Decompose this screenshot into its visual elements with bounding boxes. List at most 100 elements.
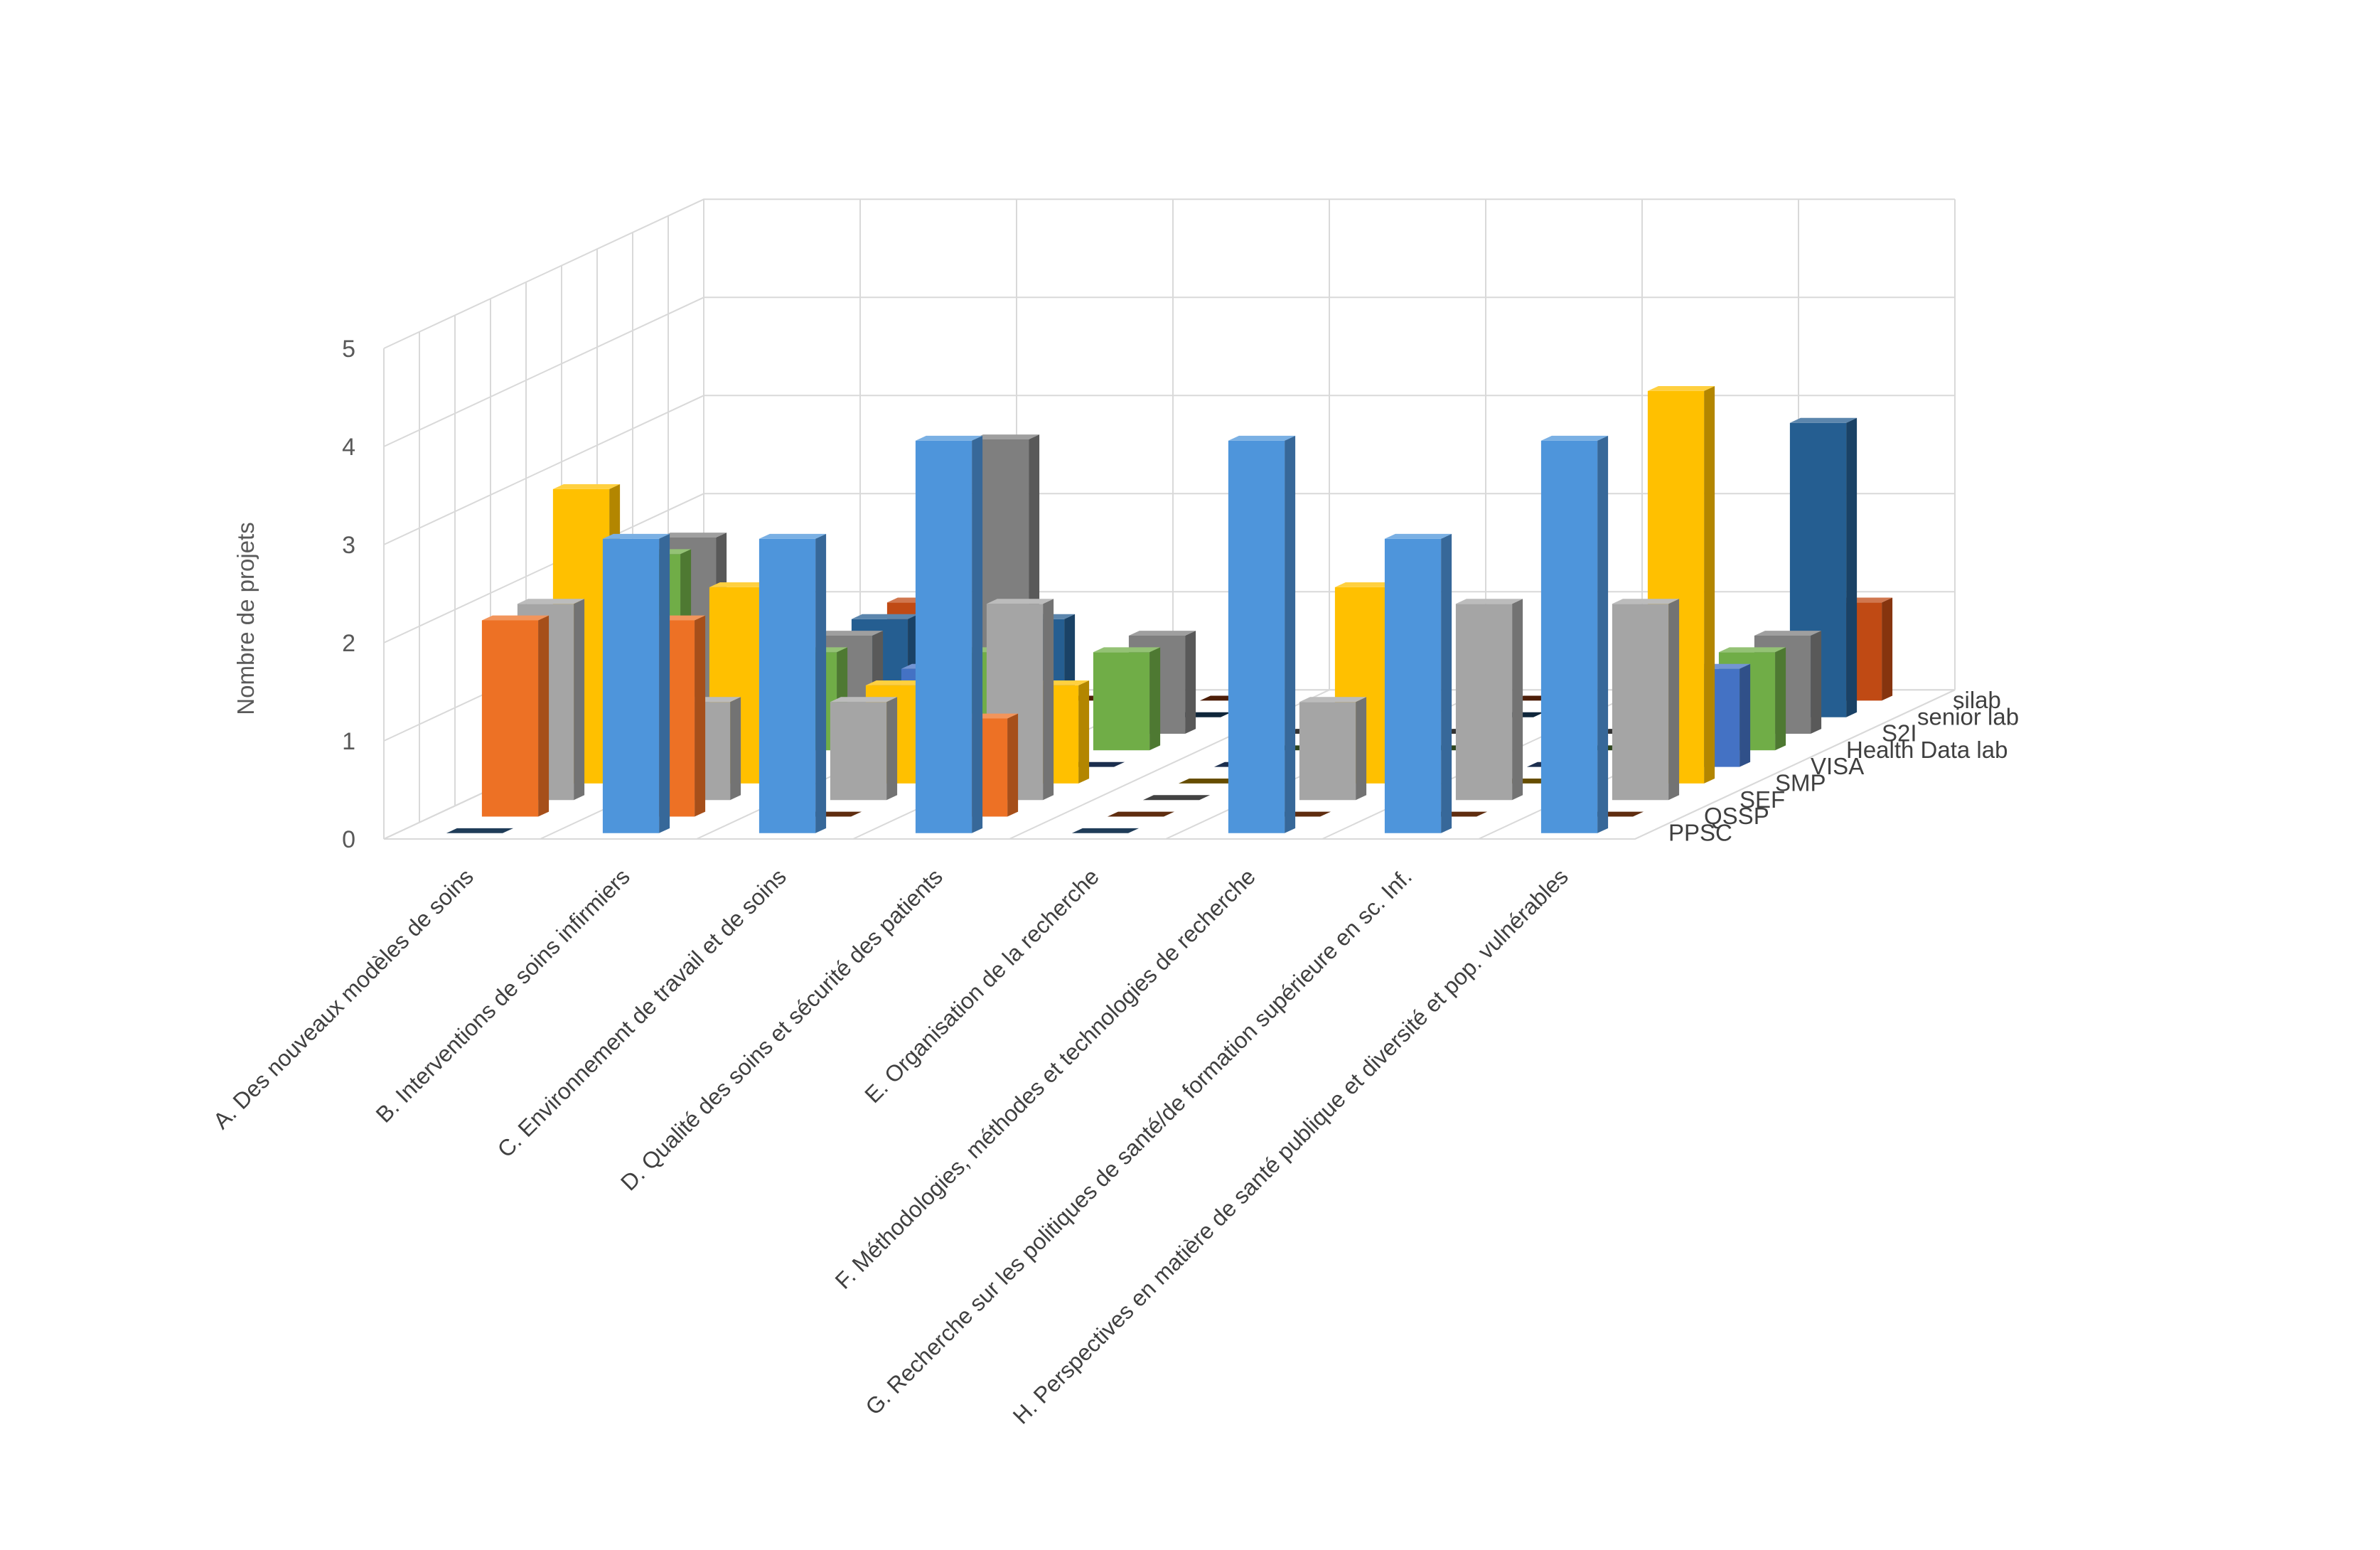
bar-top — [830, 697, 898, 702]
bar — [602, 533, 670, 833]
category-label: B. Interventions de soins infirmiers — [371, 863, 635, 1127]
bar-side — [1811, 631, 1822, 734]
bar — [1612, 599, 1680, 801]
bar-top — [759, 533, 827, 539]
bar-top — [1128, 631, 1196, 636]
bar — [830, 697, 898, 801]
y-tick-label: 4 — [342, 434, 355, 461]
y-tick-label: 1 — [342, 728, 355, 755]
bar-side — [659, 533, 670, 833]
series-label: Health Data lab — [1846, 737, 2008, 763]
bar-side — [1356, 697, 1367, 801]
bar-side — [815, 533, 827, 833]
bar-top — [1718, 647, 1786, 653]
bar-top — [815, 631, 884, 636]
bar-top — [659, 533, 727, 538]
bar-top — [1093, 647, 1161, 653]
bar — [759, 533, 827, 833]
bar-top — [1384, 533, 1452, 539]
bar — [1071, 828, 1140, 833]
y-tick-label: 3 — [342, 532, 355, 559]
bar-side — [1441, 533, 1452, 833]
y-tick-label: 0 — [342, 826, 355, 853]
series-label: silab — [1953, 687, 2001, 713]
bar-top — [1754, 631, 1822, 636]
bar-side — [1740, 663, 1751, 767]
bar-side — [1043, 599, 1054, 801]
bar-front — [1384, 538, 1442, 833]
bar-front — [1612, 604, 1669, 801]
series-label: QSSP — [1704, 803, 1769, 829]
gridline-y — [383, 198, 1955, 349]
y-tick-label: 5 — [342, 336, 355, 363]
bar — [1107, 811, 1175, 817]
category-label: G. Recherche sur les politiques de santé… — [860, 863, 1417, 1420]
bar-side — [1846, 417, 1858, 717]
bar-top — [915, 435, 983, 441]
bar-top — [1647, 386, 1715, 391]
bar-top — [602, 533, 670, 539]
bar-front — [759, 538, 816, 833]
bar — [446, 828, 514, 833]
bar — [1299, 697, 1367, 801]
y-tick-label: 2 — [342, 630, 355, 657]
bar-side — [1007, 713, 1019, 817]
bar-side — [695, 615, 706, 817]
bar-top — [481, 615, 550, 621]
bar — [1142, 795, 1211, 801]
bar-front — [481, 620, 539, 817]
bar-side — [972, 435, 983, 833]
bar-side — [1668, 599, 1680, 801]
bar — [1540, 435, 1609, 833]
bar-side — [1597, 435, 1609, 833]
gridline-floor — [1634, 689, 1956, 840]
bar — [915, 435, 983, 833]
category-label: A. Des nouveaux modèles de soins — [208, 863, 478, 1133]
bar-top — [517, 599, 585, 604]
bar-side — [886, 697, 898, 801]
bar-top — [1540, 435, 1609, 441]
bar-side — [730, 697, 741, 801]
bar-front — [602, 538, 660, 833]
bar-side — [1512, 599, 1523, 801]
bar-side — [1185, 631, 1196, 734]
series-label: S2I — [1882, 720, 1917, 747]
series-label: SEF — [1740, 786, 1785, 813]
bar-top — [986, 599, 1054, 604]
bar-front — [1455, 604, 1513, 801]
bar-front — [1299, 702, 1356, 801]
chart-bars — [446, 386, 1893, 833]
bar-zero — [1107, 811, 1175, 817]
bar-side — [1882, 597, 1893, 701]
bar-front — [1228, 440, 1285, 833]
bar-top — [1789, 417, 1858, 423]
bar-front — [1093, 652, 1150, 751]
category-label: C. Environnement de travail et de soins — [493, 863, 791, 1162]
bar-side — [1149, 647, 1161, 751]
bar-front — [830, 702, 887, 801]
bar-top — [851, 614, 919, 619]
bar-side — [1078, 680, 1090, 784]
gridline-y — [383, 296, 1955, 447]
bar-side — [1704, 386, 1715, 784]
bar — [1455, 599, 1523, 801]
bar-front — [1540, 440, 1598, 833]
bar-side — [538, 615, 550, 817]
bar-side — [574, 599, 585, 801]
bar — [1228, 435, 1296, 833]
bar — [481, 615, 550, 817]
bar-top — [552, 484, 621, 489]
series-label: SMP — [1775, 769, 1826, 796]
bar-top — [972, 434, 1040, 439]
bar-side — [1775, 647, 1786, 751]
bar-top — [1455, 599, 1523, 604]
bar — [1384, 533, 1452, 833]
y-axis-title: Nombre de projets — [232, 522, 259, 715]
bar-zero — [1142, 795, 1211, 801]
bar-top — [1228, 435, 1296, 441]
series-label: senior lab — [1917, 703, 2019, 729]
y-axis-ticks: 0 1 2 3 4 5 — [342, 336, 355, 853]
bar-zero — [1071, 828, 1140, 833]
